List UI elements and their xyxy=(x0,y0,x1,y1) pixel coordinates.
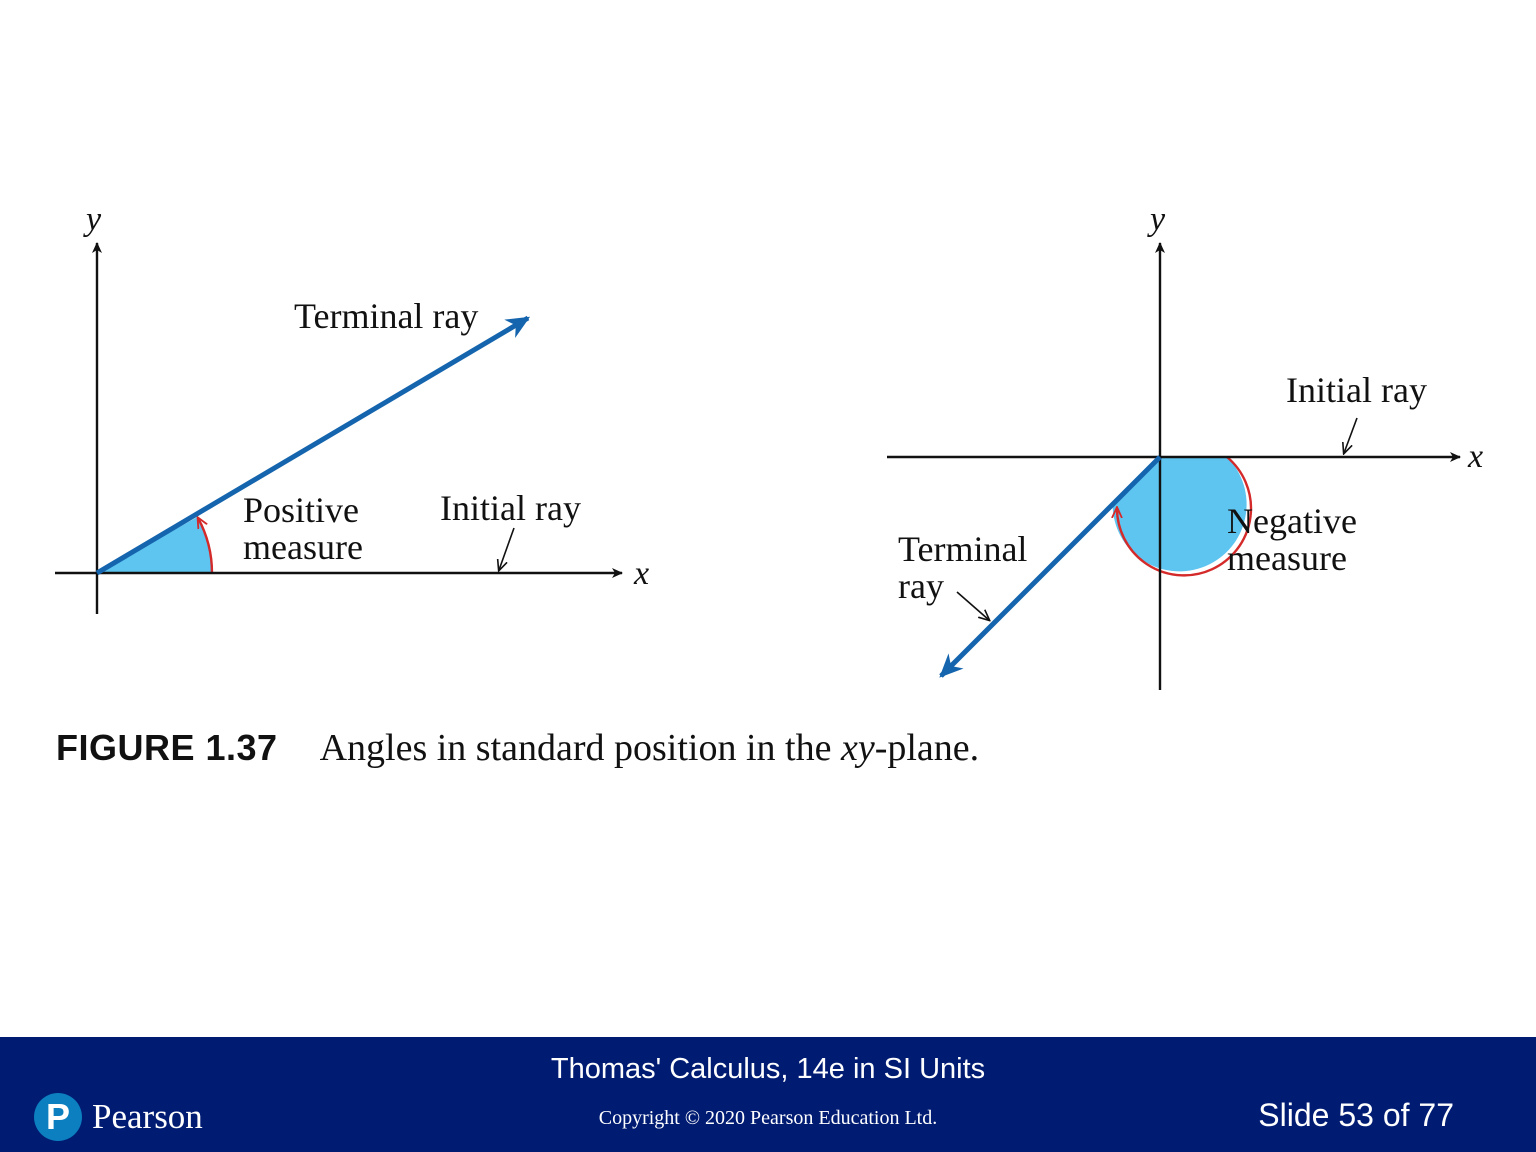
book-title: Thomas' Calculus, 14e in SI Units xyxy=(550,1053,986,1085)
left-initial-ray-label: Initial ray xyxy=(440,488,581,528)
right-terminal-ray xyxy=(939,455,1162,678)
figure-number: FIGURE 1.37 xyxy=(56,727,278,768)
positive-angle-arc xyxy=(198,518,214,574)
negative-angle-arc xyxy=(1117,456,1253,577)
right-x-axis-label: x xyxy=(1467,438,1483,475)
right-measure-label-line2: measure xyxy=(1227,538,1347,578)
caption-text-before: Angles in standard position in the xyxy=(319,727,841,769)
left-terminal-ray-label: Terminal ray xyxy=(294,296,478,336)
slide-number: Slide 53 of 77 xyxy=(1258,1097,1454,1133)
left-initial-ray-pointer xyxy=(499,527,515,570)
right-initial-ray-label: Initial ray xyxy=(1286,370,1427,410)
left-measure-label-line1: Positive xyxy=(243,490,359,530)
right-measure-label-line1: Negative xyxy=(1227,501,1357,541)
pearson-logo-letter: P xyxy=(45,1096,70,1137)
pearson-logo: P Pearson xyxy=(34,1091,203,1143)
right-y-axis-label: y xyxy=(1147,201,1166,238)
slide-footer: P Pearson Thomas' Calculus, 14e in SI Un… xyxy=(0,1037,1536,1152)
angle-figure: y x Terminal ray Positive measure Initia… xyxy=(55,201,1483,690)
pearson-logo-icon: P xyxy=(34,1093,82,1141)
left-terminal-ray xyxy=(95,315,531,576)
caption-text-italic: xy xyxy=(840,727,875,769)
right-terminal-ray-label-line1: Terminal xyxy=(898,529,1027,569)
figure-caption: FIGURE 1.37 Angles in standard position … xyxy=(56,726,979,770)
copyright-notice: Copyright © 2020 Pearson Education Ltd. xyxy=(598,1107,938,1129)
caption-text-after: -plane. xyxy=(874,727,980,769)
left-diagram: y x Terminal ray Positive measure Initia… xyxy=(55,201,649,614)
caption-text: Angles in standard position in the xy-pl… xyxy=(320,727,980,769)
right-initial-ray-pointer xyxy=(1344,417,1358,453)
negative-angle-wedge xyxy=(1112,457,1247,572)
left-x-axis-label: x xyxy=(633,555,649,592)
right-terminal-ray-label-line2: ray xyxy=(898,566,944,606)
left-y-axis-label: y xyxy=(83,201,102,238)
left-measure-label-line2: measure xyxy=(243,527,363,567)
right-terminal-ray-pointer xyxy=(956,591,989,620)
pearson-logo-text: Pearson xyxy=(92,1097,203,1136)
positive-angle-wedge xyxy=(97,517,212,573)
right-diagram: y x Initial ray Negative measure Termina… xyxy=(887,201,1483,690)
